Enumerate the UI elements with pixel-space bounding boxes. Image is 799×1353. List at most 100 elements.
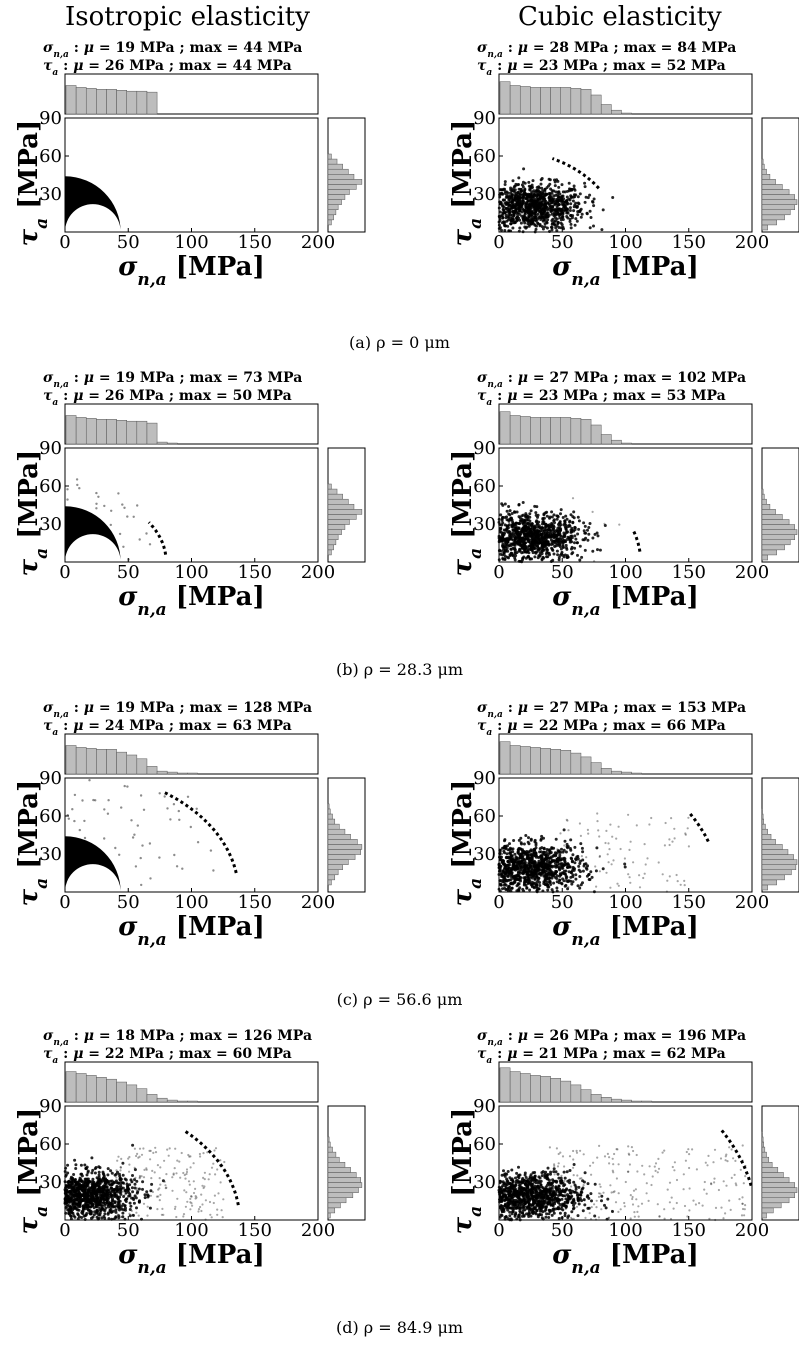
data-point: [219, 1181, 222, 1184]
data-point: [119, 1169, 122, 1172]
data-point: [533, 230, 537, 234]
y-histogram-bar: [327, 813, 333, 820]
data-point: [509, 537, 512, 541]
data-point: [556, 553, 560, 557]
data-point: [526, 555, 530, 559]
data-point: [557, 185, 561, 189]
data-point: [194, 1197, 197, 1200]
y-axis-label-part: [MPa]: [14, 450, 44, 548]
data-point: [164, 1184, 167, 1187]
data-point: [560, 847, 563, 851]
data-point: [523, 209, 527, 212]
y-histogram-bar: [327, 1136, 330, 1143]
data-point: [505, 855, 509, 859]
data-point: [546, 201, 550, 205]
data-point: [128, 1170, 131, 1173]
y-axis-label-part: a: [466, 878, 486, 889]
y-histogram-bar: [327, 1156, 340, 1163]
stats-tau: τa : μ = 23 MPa ; max = 52 MPa: [477, 58, 726, 78]
data-point: [596, 548, 599, 552]
data-point: [136, 1152, 139, 1155]
x-axis-label-part: [MPa]: [601, 912, 699, 942]
data-point: [569, 875, 573, 879]
x-histogram-bar: [499, 1067, 511, 1103]
data-point: [529, 195, 533, 199]
data-point: [149, 1158, 152, 1161]
data-point: [591, 200, 595, 204]
data-point: [601, 208, 605, 212]
x-histogram-bar: [156, 1097, 168, 1103]
data-point: [556, 515, 560, 519]
data-point: [507, 201, 511, 205]
data-point: [130, 1181, 133, 1184]
data-point: [518, 521, 522, 525]
data-point: [120, 1208, 124, 1211]
data-point: [67, 1211, 71, 1215]
data-point: [181, 867, 184, 870]
x-tick-label: 0: [493, 232, 504, 253]
x-tick-label: 100: [174, 1220, 208, 1241]
y-axis-label: τa [MPa]: [14, 1108, 52, 1235]
data-point: [596, 820, 599, 823]
data-point: [523, 218, 527, 222]
data-point: [503, 516, 507, 519]
data-point: [536, 221, 540, 225]
stats-tau: τa : μ = 22 MPa ; max = 66 MPa: [477, 718, 726, 738]
data-point: [75, 478, 79, 481]
data-point: [563, 1183, 567, 1187]
data-point: [527, 842, 531, 846]
data-point: [521, 198, 525, 202]
data-point: [74, 1189, 78, 1193]
data-point: [520, 1214, 524, 1218]
data-point: [605, 871, 608, 874]
data-point: [141, 1180, 145, 1184]
data-point: [521, 501, 525, 504]
data-point: [133, 1166, 136, 1169]
data-point: [177, 809, 180, 813]
x-tick-label: 50: [551, 892, 574, 913]
data-point: [533, 535, 536, 539]
stats-sigma-part: σ: [43, 370, 54, 386]
data-point: [517, 549, 521, 553]
data-point: [573, 541, 576, 545]
data-point: [101, 1201, 105, 1205]
x-tick-label: 100: [174, 562, 208, 583]
column-title-cubic: Cubic elasticity: [518, 2, 722, 32]
x-histogram-bar: [560, 1080, 572, 1103]
data-point: [555, 205, 559, 209]
data-point: [534, 855, 538, 859]
y-histogram-bar: [761, 488, 764, 495]
data-point: [588, 522, 592, 525]
x-histogram-bar: [550, 87, 561, 115]
data-point: [543, 187, 547, 191]
y-histogram-bar: [761, 813, 764, 820]
stats-tau-part: a: [486, 398, 492, 408]
data-point: [107, 799, 110, 802]
data-point: [579, 215, 583, 219]
data-point: [617, 825, 620, 828]
data-point: [547, 213, 551, 217]
data-point: [535, 875, 539, 879]
data-point: [587, 873, 591, 877]
y-histogram-bar: [327, 153, 332, 160]
x-tick-label: 200: [735, 892, 769, 913]
data-point: [501, 878, 505, 882]
x-histogram-bar: [75, 417, 87, 445]
data-point: [612, 859, 615, 862]
data-point: [510, 512, 514, 515]
data-point: [568, 519, 572, 523]
x-histogram-bar: [519, 416, 531, 445]
data-point: [526, 538, 530, 541]
data-point: [513, 209, 517, 213]
data-point: [569, 856, 573, 860]
x-tick-label: 150: [672, 232, 706, 253]
data-point: [522, 548, 526, 552]
data-point: [576, 213, 580, 217]
stats-sigma-part: μ: [84, 40, 94, 56]
data-point: [163, 1159, 166, 1162]
data-point: [511, 520, 515, 524]
y-histogram-bar: [327, 828, 346, 835]
data-point: [598, 835, 601, 838]
